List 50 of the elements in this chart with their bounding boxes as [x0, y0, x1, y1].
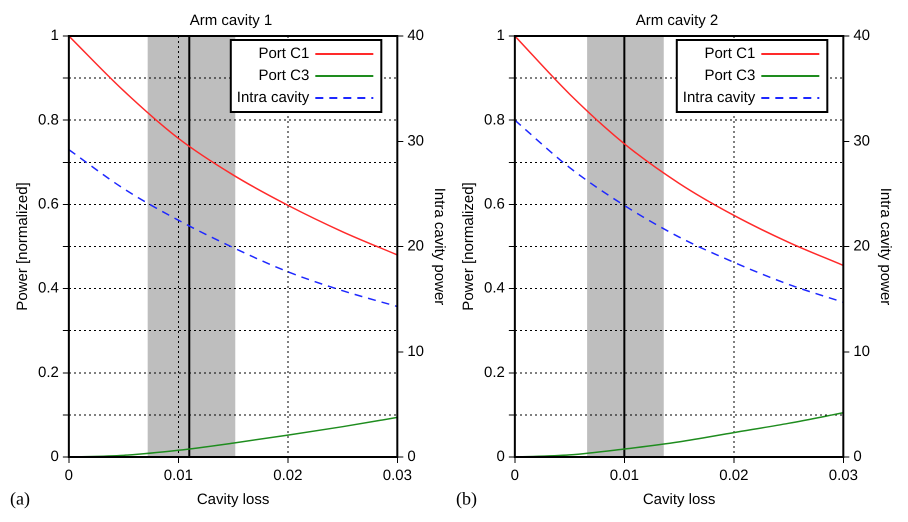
y-axis-title: Power [normalized] [14, 182, 32, 311]
line-series [68, 148, 398, 308]
x-tick-label: 0.01 [610, 467, 639, 484]
legend-label: Intra cavity [682, 89, 756, 106]
y2-tick-label: 30 [407, 132, 424, 150]
x-tick-label: 0 [510, 467, 520, 484]
y-axis-title: Power [normalized] [460, 182, 478, 311]
y-tick-label: 0.4 [484, 280, 505, 297]
legend-label: Intra cavity [236, 89, 310, 106]
x-tick-label: 0.03 [828, 467, 858, 484]
y-tick-label: 0.8 [484, 111, 505, 128]
x-tick-label: 0.01 [164, 467, 193, 484]
chart-title: Arm cavity 1 [190, 12, 272, 30]
text: (a) [10, 488, 30, 509]
y2-tick-label: 40 [407, 27, 424, 44]
y-tick-label: 0.2 [38, 364, 59, 381]
y2-axis-title: Intra cavity power [876, 188, 894, 306]
chart-title: Arm cavity 2 [636, 12, 718, 30]
y2-tick-label: 40 [853, 27, 870, 44]
x-tick-label: 0.03 [382, 467, 412, 484]
text: (b) [456, 488, 477, 509]
y2-tick-label: 0 [407, 448, 416, 466]
y2-tick-label: 30 [853, 132, 870, 150]
y2-axis-title: Intra cavity power [430, 188, 448, 306]
y-tick-label: 0.6 [484, 196, 505, 213]
y2-tick-label: 20 [407, 238, 424, 255]
line-series [514, 119, 844, 304]
y-tick-label: 1 [496, 27, 505, 44]
y2-tick-label: 0 [853, 448, 862, 466]
y-tick-label: 0 [496, 448, 505, 466]
legend-label: Port C3 [258, 67, 310, 84]
y2-tick-label: 20 [853, 238, 870, 255]
line-series [514, 36, 844, 266]
legend-label: Port C1 [258, 45, 310, 62]
x-axis-title: Cavity loss [642, 491, 716, 508]
y-tick-label: 0.2 [484, 364, 505, 381]
x-tick-label: 0 [64, 467, 74, 484]
x-tick-label: 0.02 [719, 467, 748, 484]
x-tick-label: 0.02 [273, 467, 302, 484]
y-tick-label: 1 [50, 27, 59, 44]
y-tick-label: 0.4 [38, 280, 59, 297]
line-series [68, 36, 398, 256]
y-tick-label: 0.6 [38, 196, 59, 213]
y-tick-label: 0.8 [38, 111, 59, 128]
legend-label: Port C3 [704, 67, 756, 84]
y-tick-label: 0 [50, 448, 59, 466]
legend-label: Port C1 [704, 45, 756, 62]
y2-tick-label: 10 [407, 342, 424, 360]
x-axis-title: Cavity loss [196, 491, 270, 508]
y2-tick-label: 10 [853, 342, 870, 360]
